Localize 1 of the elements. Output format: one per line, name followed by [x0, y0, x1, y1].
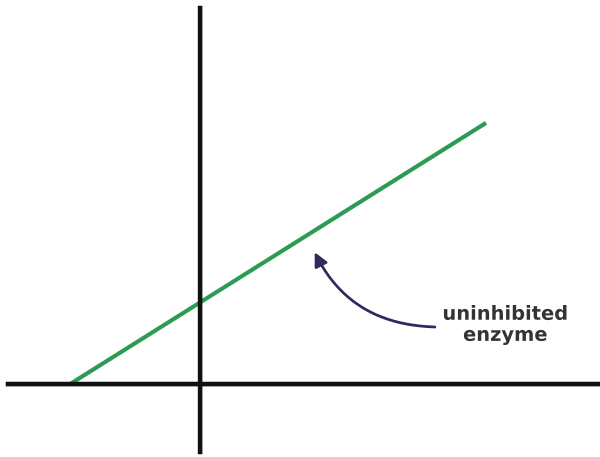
annotation: uninhibited enzyme [444, 305, 566, 346]
